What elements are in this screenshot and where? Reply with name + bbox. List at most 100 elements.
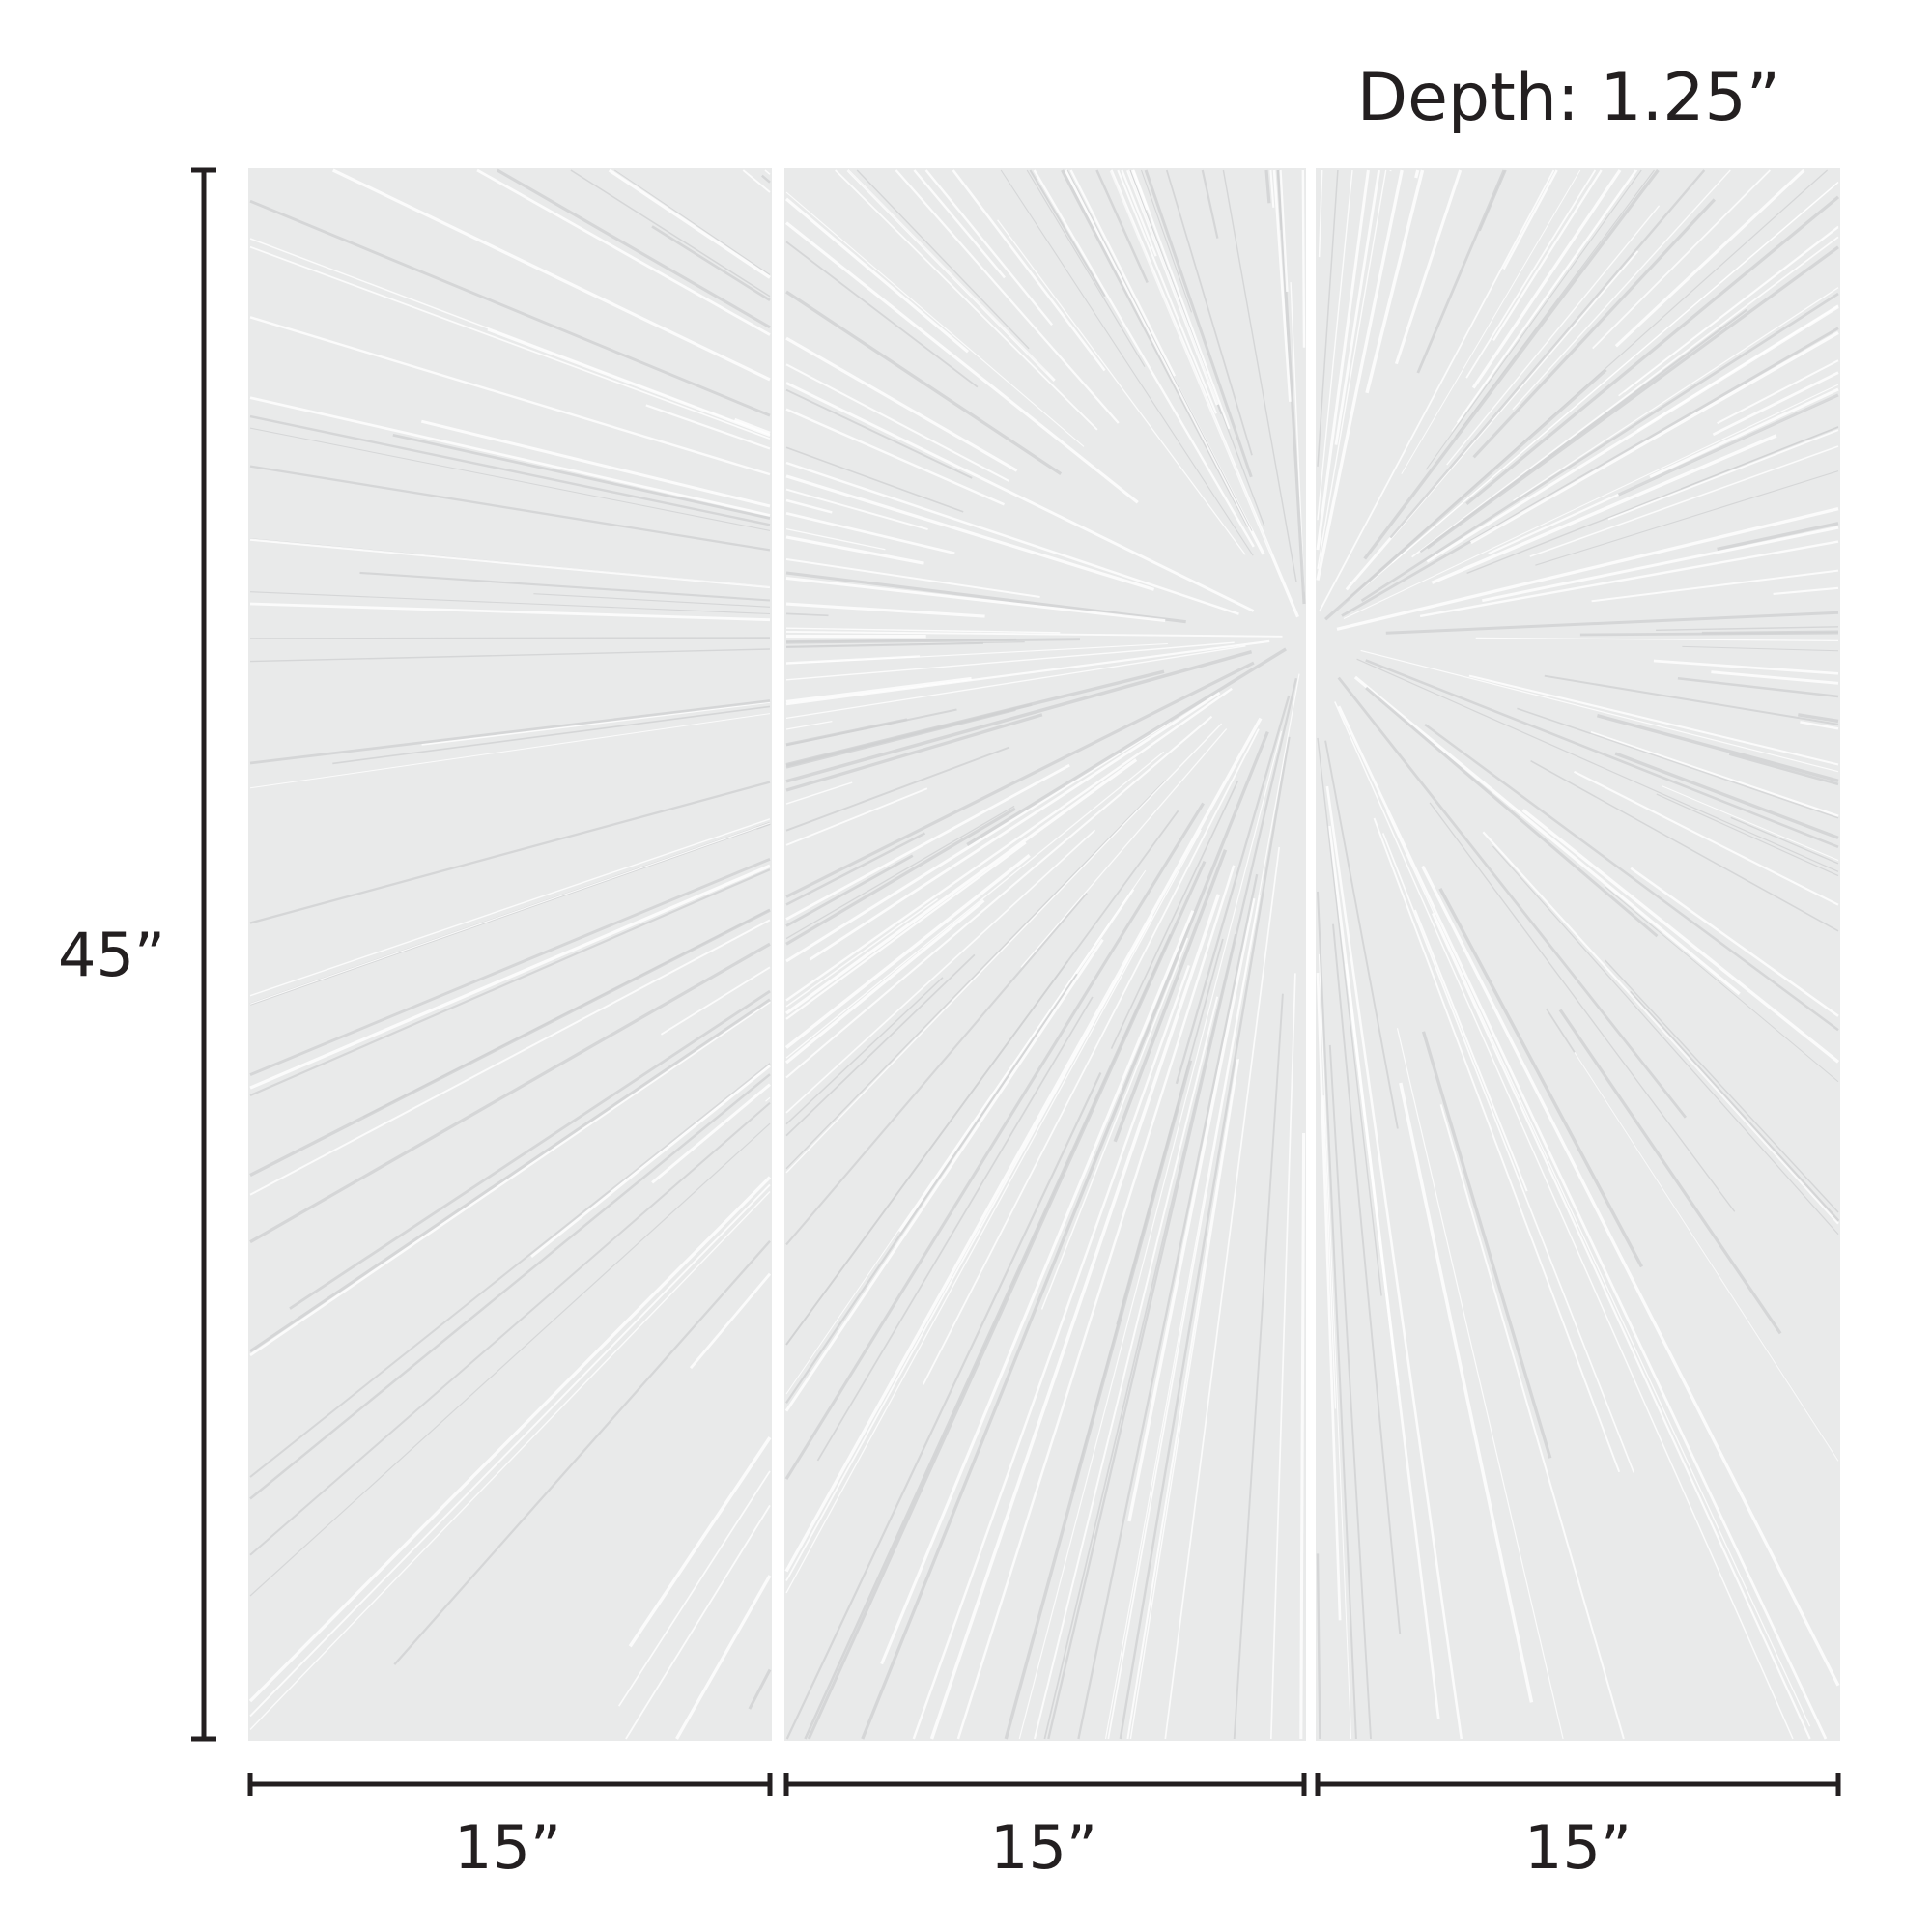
- texture-stroke: [761, 174, 771, 184]
- texture-stroke: [785, 498, 833, 514]
- texture-stroke: [248, 1176, 772, 1703]
- texture-stroke: [1279, 169, 1289, 292]
- texture-stroke: [785, 780, 1167, 1170]
- texture-stroke: [1043, 933, 1236, 1740]
- texture-stroke: [785, 758, 1138, 1015]
- texture-stroke: [1328, 1044, 1372, 1740]
- texture-stroke: [784, 197, 970, 354]
- texture-stroke: [785, 645, 1246, 720]
- texture-stroke: [570, 169, 771, 298]
- texture-stroke: [785, 953, 976, 1137]
- texture-stroke: [1301, 169, 1306, 348]
- texture-stroke: [1064, 169, 1265, 555]
- texture-stroke: [1711, 670, 1839, 685]
- texture-stroke: [785, 841, 1027, 1020]
- texture-stroke: [816, 996, 1094, 1462]
- texture-stroke: [785, 558, 1040, 598]
- texture-stroke: [1411, 236, 1839, 558]
- texture-stroke: [1431, 913, 1811, 1740]
- texture-stroke: [1365, 686, 1659, 938]
- texture-stroke: [1381, 833, 1635, 1473]
- texture-stroke: [785, 627, 1061, 634]
- art-panel-center: [784, 168, 1306, 1741]
- texture-stroke: [249, 942, 771, 1244]
- texture-stroke: [249, 1191, 771, 1730]
- texture-stroke: [785, 897, 939, 1008]
- texture-stroke: [1345, 963, 1440, 1719]
- texture-stroke: [784, 938, 1104, 1412]
- texture-stroke: [785, 708, 1016, 769]
- texture-stroke: [1492, 169, 1603, 342]
- texture-stroke: [1345, 169, 1829, 602]
- texture-stroke: [1334, 169, 1380, 445]
- texture-stroke: [1492, 845, 1839, 1236]
- texture-stroke: [785, 708, 957, 747]
- texture-stroke: [785, 661, 1255, 898]
- texture-stroke: [1121, 169, 1157, 257]
- texture-stroke: [785, 382, 1255, 612]
- texture-stroke: [1069, 169, 1177, 377]
- texture-stroke: [1662, 785, 1839, 862]
- texture-stroke: [1591, 569, 1839, 603]
- texture-stroke: [1446, 205, 1661, 466]
- texture-stroke: [1130, 169, 1149, 211]
- texture-stroke: [784, 802, 1205, 1480]
- texture-stroke: [1018, 730, 1283, 1740]
- texture-stroke: [1132, 169, 1231, 430]
- texture-stroke: [1341, 327, 1839, 617]
- texture-stroke: [1481, 526, 1839, 603]
- texture-stroke: [997, 219, 1246, 555]
- texture-stroke: [1272, 169, 1292, 402]
- texture-stroke: [1482, 831, 1839, 1225]
- texture-stroke: [785, 892, 1088, 1246]
- texture-stroke: [1656, 793, 1839, 877]
- texture-stroke: [785, 527, 886, 551]
- texture-stroke: [1614, 168, 1805, 348]
- texture-stroke: [393, 1240, 771, 1665]
- texture-stroke: [1047, 677, 1298, 1740]
- texture-stroke: [785, 191, 1085, 447]
- texture-stroke: [785, 829, 1202, 1594]
- texture-stroke: [1269, 169, 1275, 208]
- texture-stroke: [1033, 169, 1255, 548]
- texture-stroke: [249, 396, 771, 517]
- texture-stroke: [734, 417, 771, 435]
- texture-stroke: [1164, 846, 1281, 1740]
- texture-stroke: [966, 647, 1287, 846]
- texture-stroke: [1614, 752, 1839, 839]
- texture-stroke: [898, 888, 1135, 1233]
- texture-stroke: [924, 169, 1054, 326]
- texture-stroke: [1353, 675, 1741, 996]
- texture-stroke: [785, 535, 924, 565]
- texture-stroke: [1365, 659, 1839, 849]
- texture-stroke: [1325, 785, 1463, 1740]
- texture-stroke: [1424, 723, 1839, 1032]
- texture-stroke: [249, 1063, 771, 1478]
- texture-stroke: [785, 720, 1172, 963]
- texture-stroke: [1512, 169, 1731, 411]
- texture-stroke: [1472, 198, 1716, 459]
- texture-stroke: [1316, 169, 1404, 581]
- texture-stroke: [625, 1504, 771, 1740]
- texture-stroke: [785, 781, 853, 805]
- texture-stroke: [249, 414, 771, 526]
- texture-stroke: [1070, 1105, 1179, 1492]
- texture-stroke: [785, 474, 1155, 591]
- texture-stroke: [1592, 169, 1772, 350]
- width-label-left: 15”: [454, 1812, 562, 1883]
- texture-stroke: [956, 865, 1236, 1740]
- texture-stroke: [1324, 740, 1399, 1129]
- texture-stroke: [1264, 169, 1271, 204]
- texture-stroke: [1126, 169, 1219, 406]
- texture-stroke: [785, 751, 1165, 1059]
- texture-stroke: [1318, 953, 1352, 1740]
- texture-stroke: [1319, 169, 1555, 612]
- texture-stroke: [785, 787, 928, 846]
- texture-stroke: [1343, 384, 1839, 619]
- texture-stroke: [249, 1073, 771, 1500]
- texture-stroke: [530, 1065, 771, 1258]
- art-panel-right: [1316, 168, 1840, 1741]
- texture-stroke: [1334, 701, 1794, 1740]
